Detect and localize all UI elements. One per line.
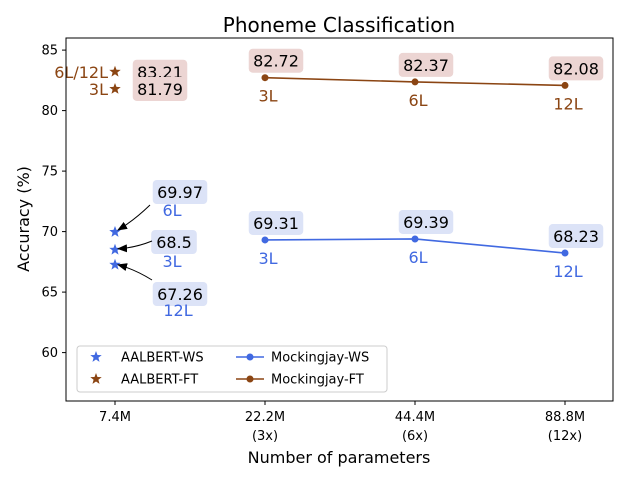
data-point: [261, 236, 269, 244]
x-tick-sublabel: (12x): [548, 429, 582, 444]
annotation-arrow: [117, 240, 153, 253]
data-point: [411, 78, 419, 86]
layer-label: 6L: [408, 248, 427, 267]
value-label: 68.5: [156, 233, 192, 252]
layer-label: 6L/12L: [54, 63, 108, 82]
value-label-bg: [152, 180, 208, 204]
x-tick-label: 88.8M: [545, 410, 585, 425]
data-point-star: [109, 65, 121, 77]
y-tick-label: 60: [41, 346, 58, 361]
y-tick-label: 80: [41, 104, 58, 119]
value-label: 69.31: [253, 214, 299, 233]
value-label: 81.79: [137, 80, 183, 99]
x-tick-sublabel: (3x): [252, 429, 278, 444]
legend-label: Mockingjay-FT: [271, 373, 364, 388]
data-point-star: [109, 225, 121, 237]
value-label: 69.39: [403, 213, 449, 232]
layer-label: 3L: [258, 87, 277, 106]
y-tick-label: 65: [41, 286, 58, 301]
value-label-bg: [151, 230, 197, 254]
plot-area: 69.31 3L 69.39 6L 68.23 12L 82.72 3L 82.37 6L 82.0…: [54, 48, 604, 320]
legend-label: AALBERT-WS: [121, 351, 204, 366]
legend-label: AALBERT-FT: [121, 373, 198, 388]
value-label-bg: [398, 52, 454, 77]
legend-marker: [90, 351, 102, 362]
value-label-bg: [398, 209, 454, 234]
chart-title: Phoneme Classification: [223, 13, 455, 37]
value-label: 82.72: [253, 52, 299, 71]
layer-label: 3L: [162, 252, 181, 271]
value-label-bg: [548, 224, 604, 249]
value-label: 82.08: [553, 59, 599, 78]
data-point: [561, 81, 569, 89]
value-label: 68.23: [553, 227, 599, 246]
x-tick-label: 44.4M: [395, 410, 435, 425]
y-tick-label: 75: [41, 165, 58, 180]
layer-label: 12L: [163, 301, 192, 320]
legend: AALBERT-WS AALBERT-FT Mockingjay-WS Mocking…: [76, 345, 388, 393]
annotation-arrow: [117, 204, 151, 231]
value-label-bg: [152, 282, 208, 306]
layer-label: 12L: [553, 94, 582, 113]
layer-label: 12L: [553, 262, 582, 281]
legend-marker: [246, 375, 254, 383]
legend-marker: [90, 373, 102, 384]
value-label: 69.97: [157, 183, 203, 202]
x-axis-label: Number of parameters: [248, 448, 431, 467]
value-label-bg: [248, 210, 304, 235]
axes: 60 65 70 75 80 85 7.4M 22.2M (3x) 44.4M (6x) 88.8M (…: [41, 44, 585, 444]
x-tick-sublabel: (6x): [402, 429, 428, 444]
layer-label: 6L: [162, 201, 181, 220]
legend-box: [76, 345, 388, 393]
value-label-bg: [132, 76, 188, 101]
value-label-bg: [248, 48, 304, 73]
legend-marker: [246, 353, 254, 361]
data-point-star: [109, 258, 121, 270]
y-tick-label: 70: [41, 225, 58, 240]
data-point-star: [109, 82, 121, 94]
y-tick-label: 85: [41, 44, 58, 59]
layer-label: 3L: [258, 249, 277, 268]
data-point-star: [109, 243, 121, 255]
legend-label: Mockingjay-WS: [271, 351, 369, 366]
annotation-arrow: [117, 263, 153, 281]
x-tick-label: 22.2M: [245, 410, 285, 425]
layer-label: 6L: [408, 91, 427, 110]
value-label-bg: [548, 56, 604, 81]
data-point: [261, 74, 269, 82]
layer-label: 3L: [89, 80, 108, 99]
value-label: 82.37: [403, 56, 449, 75]
y-axis-label: Accuracy (%): [14, 166, 33, 272]
data-point: [411, 235, 419, 243]
value-label: 67.26: [157, 285, 203, 304]
plot-frame: [65, 37, 614, 402]
x-tick-label: 7.4M: [99, 410, 131, 425]
data-point: [561, 249, 569, 257]
